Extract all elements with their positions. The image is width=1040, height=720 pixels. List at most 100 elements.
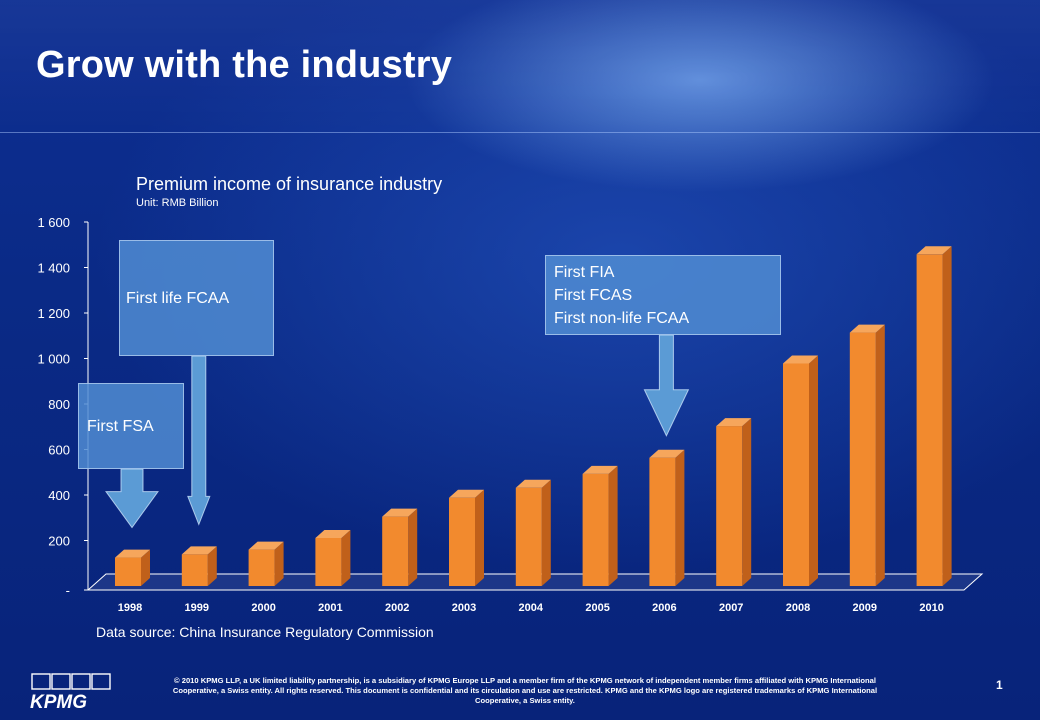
x-tick-label: 2009 <box>853 602 877 614</box>
bar-side <box>408 508 418 586</box>
callout-first-life-fcaa: First life FCAA <box>119 240 274 356</box>
bar-2006 <box>649 449 685 586</box>
title-band <box>0 0 1040 133</box>
bar-side <box>207 546 217 586</box>
bar-side <box>875 324 885 586</box>
kpmg-logo: KPMG <box>30 673 111 712</box>
bar-front <box>849 332 876 586</box>
y-tick-label: - <box>66 583 70 598</box>
y-tick-label: 1 600 <box>37 215 70 230</box>
bar-side <box>608 465 618 586</box>
bar-top <box>916 246 952 255</box>
chart-unit: Unit: RMB Billion <box>136 197 219 209</box>
bar-front <box>783 363 809 586</box>
callout-arrow-life-fcaa <box>187 355 211 526</box>
kpmg-logo-text: KPMG <box>30 692 87 712</box>
callout-first-fia-line-3: First non-life FCAA <box>554 310 690 327</box>
x-tick-label: 2000 <box>251 602 275 614</box>
bar-front <box>515 487 542 586</box>
y-tick-label: 1 200 <box>37 306 70 321</box>
bar-top <box>248 541 284 550</box>
bar-front <box>181 554 208 586</box>
bar-top <box>382 508 418 517</box>
bar-side <box>742 418 752 586</box>
bar-front <box>916 254 943 586</box>
x-axis: 1998 1999 2000 2001 2002 2003 2004 2005 2006 2007… <box>118 602 944 614</box>
chart-title: Premium income of insurance industry <box>136 174 442 194</box>
bar-top <box>582 465 618 474</box>
bar-2003 <box>449 489 484 586</box>
callout-arrows <box>105 334 690 529</box>
bar-top <box>315 529 351 538</box>
bar-side <box>675 449 685 586</box>
bar-2010 <box>916 246 952 586</box>
bar-front <box>382 516 409 586</box>
bar-side <box>141 549 150 586</box>
callout-first-fia-line-1: First FIA <box>554 264 615 281</box>
y-tick-label: 400 <box>48 488 70 503</box>
callout-first-fia: First FIA First FCAS First non-life FCAA <box>545 255 781 335</box>
callout-arrow-fsa <box>105 468 159 529</box>
bar-front <box>649 457 676 586</box>
bar-front <box>582 473 609 586</box>
bar-side <box>274 541 284 586</box>
bar-front <box>716 426 743 586</box>
bar-top <box>515 479 551 488</box>
bar-1999 <box>181 546 217 586</box>
bar-2000 <box>248 541 284 586</box>
x-tick-label: 2003 <box>452 602 476 614</box>
bar-side <box>341 529 351 586</box>
bar-2001 <box>315 529 351 586</box>
bar-front <box>115 557 141 586</box>
bar-2005 <box>582 465 618 586</box>
callout-first-life-fcaa-text: First life FCAA <box>126 290 230 307</box>
y-tick-label: 200 <box>48 534 70 549</box>
bar-side <box>475 489 484 586</box>
bar-front <box>248 549 275 586</box>
x-tick-label: 2010 <box>919 602 943 614</box>
bar-front <box>449 497 475 586</box>
x-tick-label: 2004 <box>519 602 544 614</box>
bar-2002 <box>382 508 418 586</box>
callout-arrow-fia <box>643 334 690 437</box>
bar-side <box>942 246 952 586</box>
y-axis: - 200 400 600 800 1 000 1 200 1 400 1 600 <box>37 215 89 598</box>
bar-top <box>783 355 818 364</box>
data-source: Data source: China Insurance Regulatory … <box>96 624 434 640</box>
page-number: 1 <box>996 678 1003 692</box>
callout-first-fia-line-2: First FCAS <box>554 287 633 304</box>
y-tick-label: 1 000 <box>37 352 70 367</box>
bar-side <box>541 479 551 586</box>
y-tick-label: 600 <box>48 443 70 458</box>
bar-top <box>716 418 752 427</box>
bar-1998 <box>115 549 150 586</box>
bar-2009 <box>849 324 885 586</box>
slide-title: Grow with the industry <box>36 44 453 86</box>
x-tick-label: 2002 <box>385 602 409 614</box>
bar-top <box>181 546 217 555</box>
callout-first-fsa-text: First FSA <box>87 418 154 435</box>
bar-2007 <box>716 418 752 586</box>
bar-top <box>649 449 685 458</box>
x-tick-label: 2005 <box>585 602 609 614</box>
y-tick-label: 1 400 <box>37 261 70 276</box>
bar-2008 <box>783 355 818 586</box>
bar-front <box>315 537 342 586</box>
bar-2004 <box>515 479 551 586</box>
footer-legal-note: © 2010 KPMG LLP, a UK limited liability … <box>172 676 878 705</box>
bar-top <box>849 324 885 333</box>
x-tick-label: 2008 <box>786 602 810 614</box>
bar-top <box>115 549 150 558</box>
bars <box>115 246 952 586</box>
bar-side <box>809 355 818 586</box>
callout-first-fsa: First FSA <box>78 383 184 469</box>
x-tick-label: 2007 <box>719 602 743 614</box>
x-tick-label: 2006 <box>652 602 676 614</box>
bar-top <box>449 489 484 498</box>
x-tick-label: 2001 <box>318 602 342 614</box>
x-tick-label: 1998 <box>118 602 142 614</box>
x-tick-label: 1999 <box>185 602 209 614</box>
y-tick-label: 800 <box>48 397 70 412</box>
